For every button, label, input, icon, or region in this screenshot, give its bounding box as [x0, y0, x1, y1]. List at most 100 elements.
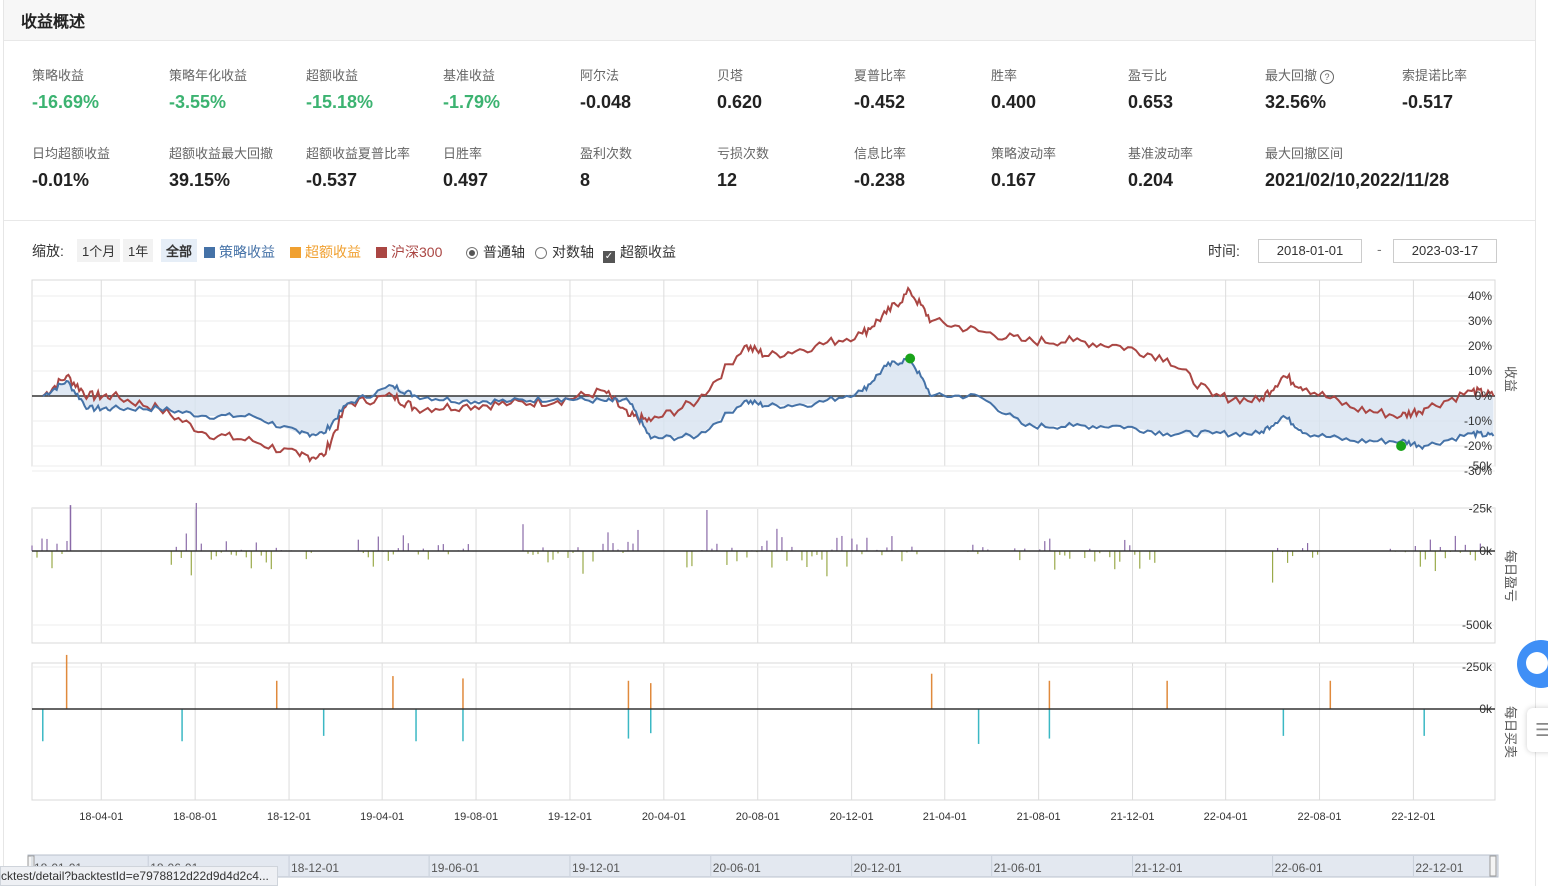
- radio-unchecked-icon: [535, 247, 547, 259]
- zoom-1-month-button[interactable]: 1个月: [77, 239, 121, 262]
- panel-header: 收益概述: [4, 0, 1535, 41]
- legend-square-icon: [204, 247, 215, 258]
- strategy-line: [42, 354, 1495, 451]
- customer-service-button[interactable]: [1517, 640, 1548, 688]
- radio-checked-icon: [466, 247, 478, 259]
- legend-square-icon: [376, 247, 387, 258]
- metric-value: -16.69%: [32, 92, 100, 112]
- metric-value: -0.238: [854, 170, 906, 190]
- metric-value: -15.18%: [306, 92, 374, 112]
- metric-label: 贝塔: [717, 68, 744, 83]
- start-date-input[interactable]: 2018-01-01: [1258, 239, 1362, 263]
- metric-1-6: 贝塔 0.620: [717, 65, 854, 113]
- x-tick-label: 21-12-01: [1110, 811, 1154, 823]
- x-tick-label: 20-12-01: [830, 811, 874, 823]
- metric-label: 策略波动率: [991, 146, 1057, 161]
- legend-hs300[interactable]: 沪深300: [376, 242, 442, 262]
- daily-pnl-axis-title: 每日盈亏: [1503, 550, 1518, 602]
- navigator-tick-label: 18-12-01: [291, 861, 339, 875]
- navigator-right-handle: [1489, 855, 1497, 877]
- help-icon[interactable]: ?: [1320, 69, 1335, 84]
- navigator-tick-label: 19-06-01: [431, 861, 479, 875]
- checkbox-checked-icon: ✓: [603, 251, 615, 263]
- x-tick-label: 22-12-01: [1391, 811, 1435, 823]
- x-tick-label: 21-04-01: [923, 811, 967, 823]
- legend-strategy[interactable]: 策略收益: [204, 242, 275, 262]
- y-tick-label: -10%: [1464, 414, 1492, 428]
- metric-label: 胜率: [991, 68, 1018, 83]
- excess-checkbox[interactable]: ✓ 超额收益: [603, 244, 676, 263]
- hs300-line: [42, 286, 1495, 464]
- date-separator: -: [1377, 241, 1382, 257]
- metric-1-4: 基准收益 -1.79%: [443, 65, 580, 113]
- navigator-tick-label: 22-12-01: [1415, 861, 1463, 875]
- metric-label: 索提诺比率: [1402, 68, 1468, 83]
- y-tick-label: 10%: [1468, 364, 1492, 378]
- metric-2-8: 策略波动率 0.167: [991, 143, 1128, 191]
- navigator-tick-label: 20-12-01: [854, 861, 902, 875]
- daily-trades-axis-title: 每日买卖: [1503, 706, 1518, 758]
- metric-1-9: 盈亏比 0.653: [1128, 65, 1265, 113]
- metric-value: -1.79%: [443, 92, 501, 112]
- metric-value: -0.517: [1402, 92, 1454, 112]
- y-tick-label: 30%: [1468, 314, 1492, 328]
- status-bar-url: cktest/detail?backtestId=e7978812d22d9d4…: [0, 866, 278, 886]
- metric-label: 策略年化收益: [169, 68, 248, 83]
- zoom-all-button[interactable]: 全部: [161, 239, 198, 262]
- metric-value: -0.537: [306, 170, 358, 190]
- x-tick-label: 22-08-01: [1298, 811, 1342, 823]
- y-tick-label: 20%: [1468, 339, 1492, 353]
- metric-label: 盈亏比: [1128, 68, 1168, 83]
- zoom-1-year-button[interactable]: 1年: [123, 239, 154, 262]
- metric-label: 超额收益: [306, 68, 359, 83]
- drawdown-marker: [905, 353, 916, 364]
- returns-axis-title: 收益: [1503, 366, 1518, 392]
- metric-value: 8: [580, 170, 591, 190]
- chart-toolbar: 缩放: 1个月 1年 全部 策略收益 超额收益 沪深300 普通轴 对数轴 ✓ 超…: [4, 236, 1535, 266]
- metric-label: 夏普比率: [854, 68, 907, 83]
- y-tick-label: 0%: [1475, 389, 1493, 403]
- metric-2-9: 基准波动率 0.204: [1128, 143, 1265, 191]
- time-label: 时间:: [1208, 243, 1240, 259]
- metric-label: 盈利次数: [580, 146, 633, 161]
- metric-label: 最大回撤区间: [1265, 146, 1344, 161]
- y-tick-label: 40%: [1468, 289, 1492, 303]
- metric-1-1: 策略收益 -16.69%: [32, 65, 169, 113]
- end-date-input[interactable]: 2023-03-17: [1393, 239, 1497, 263]
- y-tick-label: -30%: [1464, 464, 1492, 478]
- daily-trades-plot-area: [31, 662, 1496, 801]
- metric-label: 日均超额收益: [32, 146, 111, 161]
- panel-title: 收益概述: [21, 14, 86, 31]
- metric-value: -3.55%: [169, 92, 227, 112]
- metric-label: 最大回撤?: [1265, 65, 1402, 84]
- x-tick-label: 19-04-01: [360, 811, 404, 823]
- metric-label: 信息比率: [854, 146, 907, 161]
- drawdown-marker: [1396, 441, 1407, 451]
- metric-value: 0.167: [991, 170, 1037, 190]
- metric-value: 0.400: [991, 92, 1037, 112]
- metric-1-2: 策略年化收益 -3.55%: [169, 65, 306, 113]
- metric-2-2: 超额收益最大回撤 39.15%: [169, 143, 306, 191]
- y-tick-label: 0k: [1479, 702, 1493, 716]
- legend-excess[interactable]: 超额收益: [290, 242, 361, 262]
- metric-value: 0.620: [717, 92, 763, 112]
- metric-value: -0.048: [580, 92, 632, 112]
- y-tick-label: -250k: [1462, 660, 1493, 674]
- metric-value: 12: [717, 170, 738, 190]
- returns-overview-panel: 收益概述 策略收益 -16.69% 策略年化收益 -3.55% 超额收益 -15.18% 基…: [3, 0, 1536, 886]
- normal-axis-radio[interactable]: 普通轴: [466, 242, 525, 262]
- x-tick-label: 19-12-01: [548, 811, 592, 823]
- metric-label: 超额收益最大回撤: [169, 146, 274, 161]
- metric-value: -0.01%: [32, 170, 90, 190]
- navigator-tick-label: 20-06-01: [713, 861, 761, 875]
- metric-label: 基准波动率: [1128, 146, 1194, 161]
- x-tick-label: 21-08-01: [1017, 811, 1061, 823]
- y-tick-label: 0k: [1479, 544, 1493, 558]
- menu-list-button[interactable]: ☰: [1527, 708, 1548, 752]
- navigator-tick-label: 19-12-01: [572, 861, 620, 875]
- zoom-label: 缩放:: [32, 243, 64, 259]
- log-axis-radio[interactable]: 对数轴: [535, 242, 594, 262]
- metric-value: 0.204: [1128, 170, 1174, 190]
- y-tick-label: -50k: [1469, 459, 1493, 473]
